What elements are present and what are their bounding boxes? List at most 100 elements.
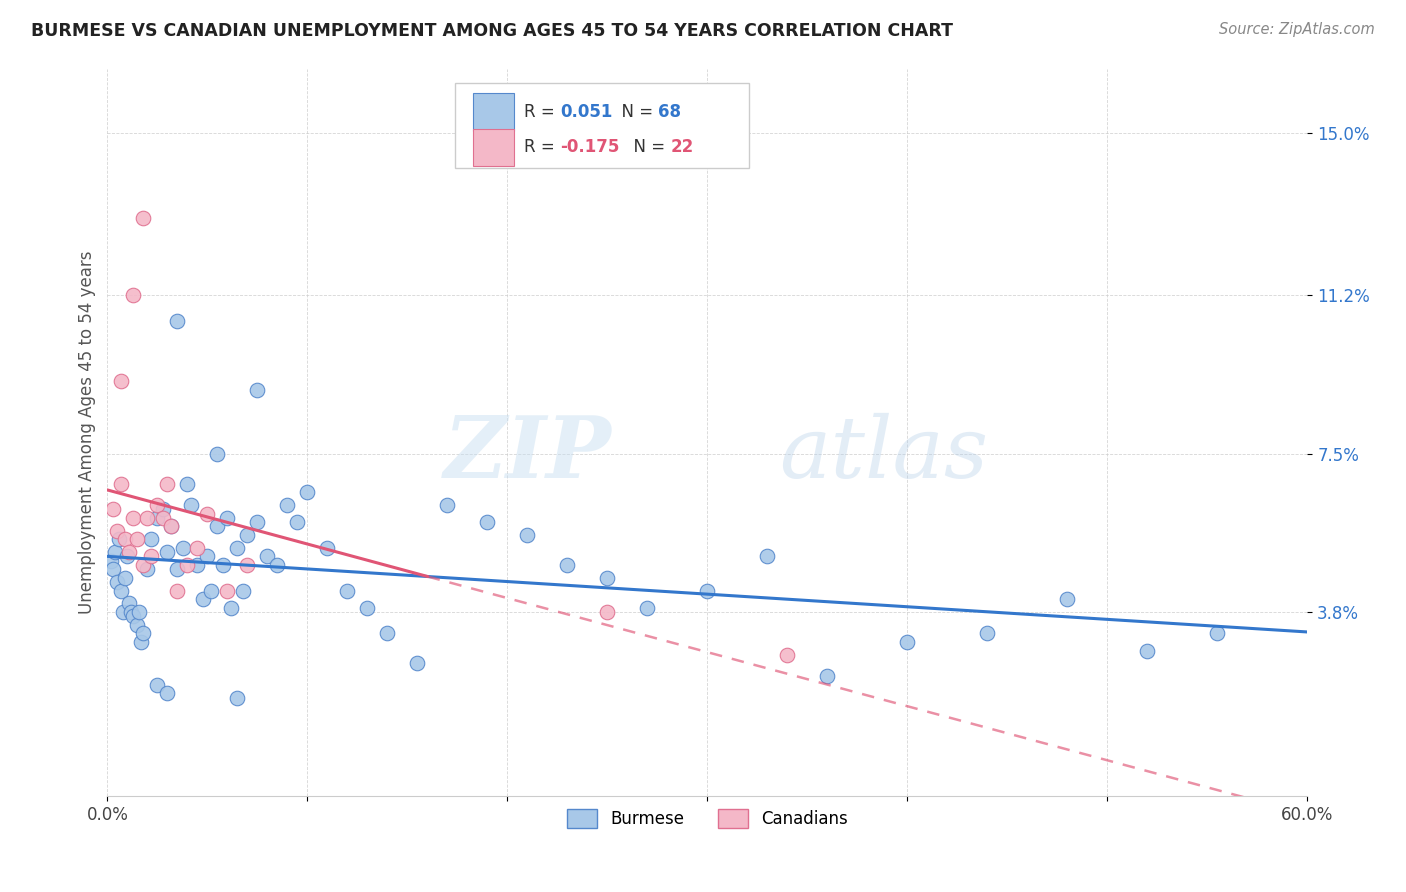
Point (193, 592, 215, 607)
Point (896, 635, 918, 649)
Point (108, 533, 131, 547)
Point (152, 511, 174, 525)
Point (117, 549, 139, 564)
Point (356, 600, 378, 615)
Point (406, 657, 429, 671)
Point (516, 528, 538, 542)
Point (128, 605, 150, 619)
Point (217, 583, 239, 598)
Legend: Burmese, Canadians: Burmese, Canadians (561, 803, 855, 835)
Point (200, 583, 222, 598)
Point (100, 554, 122, 568)
Point (297, 485, 319, 500)
Point (557, 558, 579, 572)
Point (105, 575, 128, 590)
Point (166, 583, 188, 598)
Point (146, 511, 169, 525)
Point (180, 498, 202, 512)
Point (1056, 592, 1078, 607)
Point (276, 498, 298, 512)
Text: Source: ZipAtlas.com: Source: ZipAtlas.com (1219, 22, 1375, 37)
Point (226, 690, 249, 705)
Point (103, 562, 125, 576)
Point (127, 618, 149, 632)
Point (105, 524, 128, 538)
Text: BURMESE VS CANADIAN UNEMPLOYMENT AMONG AGES 45 TO 54 YEARS CORRELATION CHART: BURMESE VS CANADIAN UNEMPLOYMENT AMONG A… (31, 22, 953, 40)
Point (776, 648, 799, 662)
Point (246, 383, 269, 397)
Point (221, 600, 243, 615)
Point (197, 549, 219, 564)
Point (114, 533, 136, 547)
Text: 68: 68 (658, 103, 682, 120)
Point (146, 498, 169, 512)
Point (112, 605, 135, 619)
Point (336, 583, 359, 598)
Point (136, 511, 159, 525)
Point (166, 314, 188, 328)
Point (236, 528, 259, 542)
Point (127, 533, 149, 547)
Point (156, 476, 179, 491)
Text: N =: N = (623, 138, 671, 156)
FancyBboxPatch shape (456, 83, 749, 169)
Text: 0.051: 0.051 (560, 103, 612, 120)
Point (696, 583, 718, 598)
Point (136, 562, 159, 576)
Point (131, 635, 153, 649)
Point (110, 374, 132, 388)
Point (122, 288, 145, 302)
Point (110, 583, 132, 598)
Point (236, 558, 259, 572)
Point (1206, 626, 1229, 640)
Point (152, 502, 174, 516)
Text: N =: N = (612, 103, 659, 120)
Point (377, 626, 399, 640)
Point (186, 541, 208, 555)
Point (110, 476, 132, 491)
Text: R =: R = (524, 138, 560, 156)
Point (122, 609, 145, 624)
Point (756, 549, 779, 564)
Point (122, 511, 145, 525)
Point (1136, 643, 1159, 657)
Point (207, 447, 229, 461)
Point (141, 533, 163, 547)
Point (976, 626, 998, 640)
Point (596, 571, 619, 585)
Point (176, 558, 198, 572)
Text: 22: 22 (671, 138, 693, 156)
Point (217, 511, 239, 525)
Text: -0.175: -0.175 (560, 138, 619, 156)
Text: atlas: atlas (779, 413, 988, 495)
Point (815, 669, 838, 683)
Point (436, 498, 458, 512)
Y-axis label: Unemployment Among Ages 45 to 54 years: Unemployment Among Ages 45 to 54 years (79, 251, 96, 614)
Point (132, 211, 155, 226)
Point (596, 605, 619, 619)
Point (118, 545, 141, 559)
Point (160, 519, 183, 533)
Text: ZIP: ZIP (443, 412, 612, 496)
Point (176, 476, 198, 491)
Point (256, 549, 278, 564)
Point (316, 541, 339, 555)
Point (477, 515, 499, 529)
Point (212, 558, 235, 572)
Point (197, 507, 219, 521)
Point (207, 519, 229, 533)
Point (186, 558, 208, 572)
Point (132, 558, 155, 572)
Point (141, 549, 163, 564)
FancyBboxPatch shape (474, 93, 515, 130)
Point (226, 541, 249, 555)
Point (166, 562, 188, 576)
Point (132, 626, 155, 640)
Point (104, 545, 127, 559)
Point (160, 519, 183, 533)
Point (636, 600, 658, 615)
Point (156, 545, 179, 559)
Point (266, 558, 288, 572)
Point (172, 541, 194, 555)
Point (232, 583, 254, 598)
